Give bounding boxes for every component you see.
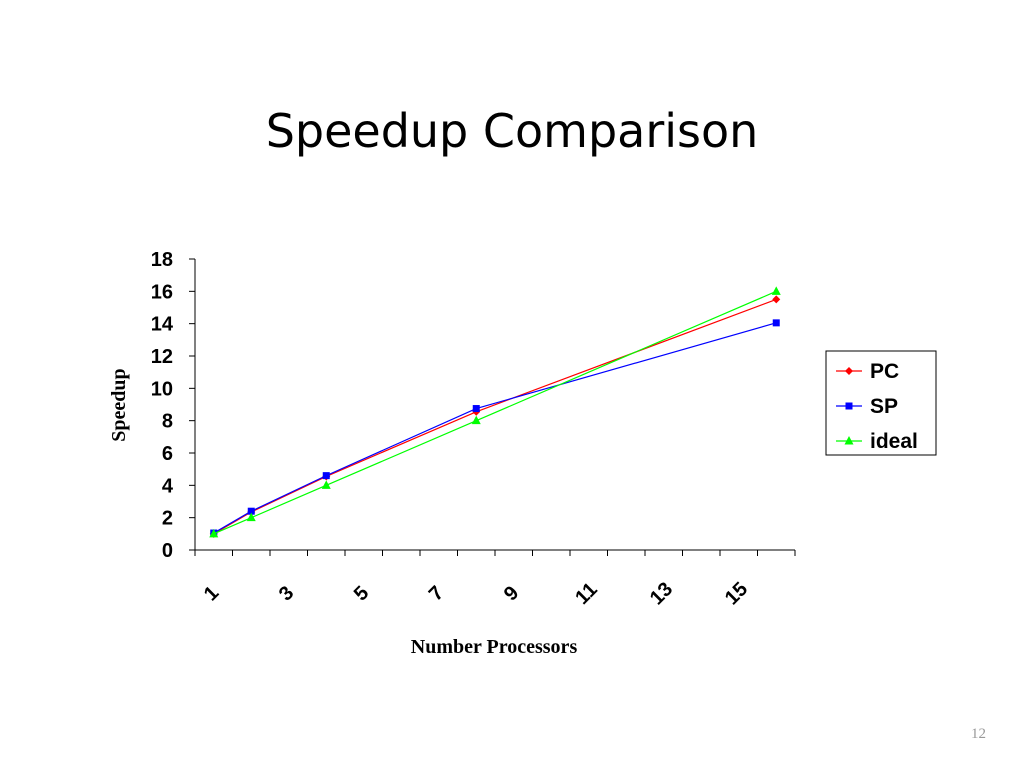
x-tick-label: 1	[200, 582, 223, 605]
series-line-PC	[213, 298, 777, 535]
legend-swatch-marker-SP	[845, 402, 853, 410]
data-point-ideal	[209, 528, 219, 538]
y-tick-label: 6	[162, 443, 173, 465]
y-tick-label: 18	[151, 249, 173, 271]
data-point-ideal	[471, 415, 481, 425]
page-number: 12	[971, 726, 986, 742]
y-tick-label: 8	[162, 411, 173, 433]
data-point-SP	[322, 472, 330, 480]
y-tick-label: 0	[162, 540, 173, 562]
data-point-ideal	[321, 480, 331, 489]
data-point-SP	[247, 507, 255, 515]
y-tick-label: 4	[162, 475, 174, 497]
x-tick-label: 15	[721, 578, 752, 609]
y-tick-label: 10	[151, 378, 173, 400]
legend-label-SP: SP	[870, 395, 898, 418]
data-point-ideal	[246, 512, 256, 522]
x-tick-label: 5	[350, 582, 373, 605]
legend-label-PC: PC	[870, 360, 899, 383]
y-tick-label: 16	[151, 281, 173, 303]
legend-swatch-marker-ideal	[844, 436, 854, 445]
series-line-ideal	[213, 290, 777, 535]
x-tick-label: 9	[500, 582, 523, 605]
data-point-PC	[772, 295, 781, 304]
x-tick-label: 7	[425, 582, 448, 605]
y-tick-label: 14	[151, 314, 174, 336]
y-tick-label: 2	[162, 508, 173, 530]
legend-label-ideal: ideal	[870, 430, 918, 453]
x-tick-label: 3	[275, 582, 298, 605]
data-point-SP	[772, 319, 780, 327]
legend-box	[825, 350, 937, 456]
x-tick-label: 13	[646, 578, 677, 609]
slide-title: Speedup Comparison	[265, 104, 759, 158]
y-axis-title: Speedup	[108, 368, 130, 441]
series-line-SP	[213, 322, 777, 534]
legend-swatch-marker-PC	[845, 367, 853, 375]
data-point-SP	[472, 405, 480, 413]
x-tick-label: 11	[571, 578, 602, 609]
x-axis-title: Number Processors	[411, 636, 578, 658]
data-point-ideal	[771, 286, 781, 295]
y-tick-label: 12	[151, 346, 173, 368]
